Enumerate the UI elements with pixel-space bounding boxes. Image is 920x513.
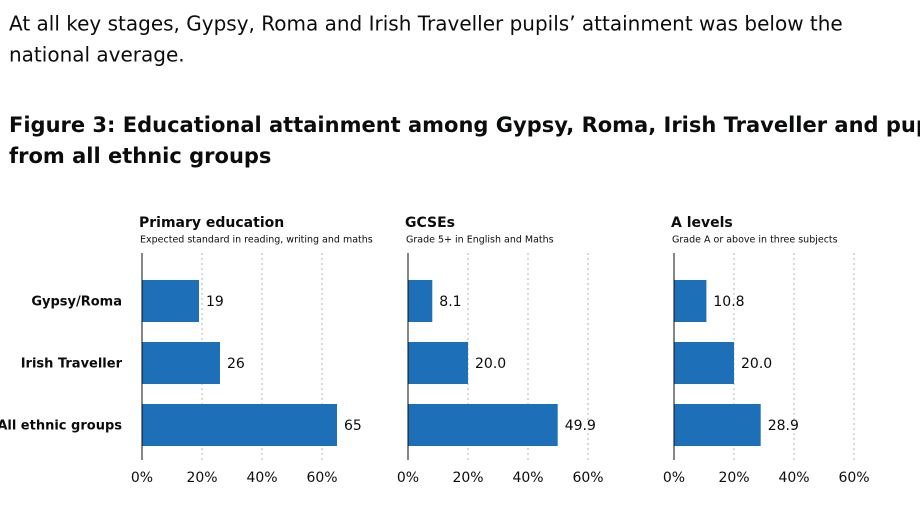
bar [408,404,558,446]
x-tick-label: 20% [718,470,749,486]
figure-title: Figure 3: Educational attainment among G… [9,113,920,137]
chart-title: Primary education [139,215,284,231]
bar [674,280,707,322]
value-label: 20.0 [741,356,772,372]
value-label: 49.9 [565,418,596,434]
bar [408,280,433,322]
value-label: 8.1 [439,294,461,310]
category-label: Irish Traveller [21,357,123,372]
x-tick-label: 0% [397,470,419,486]
figure-title: from all ethnic groups [9,144,271,168]
value-label: 26 [227,356,245,372]
x-tick-label: 0% [131,470,153,486]
x-tick-label: 0% [663,470,685,486]
category-label: All ethnic groups [0,419,122,434]
x-tick-label: 40% [246,470,277,486]
chart-subtitle: Grade 5+ in English and Maths [406,235,554,246]
value-label: 28.9 [768,418,799,434]
x-tick-label: 20% [186,470,217,486]
x-tick-label: 60% [838,470,869,486]
chart-subtitle: Grade A or above in three subjects [672,235,838,246]
bar [142,342,220,384]
x-tick-label: 20% [452,470,483,486]
intro-text: At all key stages, Gypsy, Roma and Irish… [9,12,843,36]
x-tick-label: 40% [778,470,809,486]
x-tick-label: 40% [512,470,543,486]
bar [674,404,761,446]
category-label: Gypsy/Roma [31,295,122,310]
value-label: 10.8 [713,294,744,310]
bar [408,342,468,384]
chart-title: GCSEs [405,215,455,231]
intro-text: national average. [9,43,185,67]
chart-title: A levels [671,215,733,231]
value-label: 20.0 [475,356,506,372]
bar [142,280,199,322]
x-tick-label: 60% [306,470,337,486]
bar [142,404,337,446]
value-label: 65 [344,418,362,434]
chart-subtitle: Expected standard in reading, writing an… [140,235,373,246]
x-tick-label: 60% [572,470,603,486]
value-label: 19 [206,294,224,310]
bar [674,342,734,384]
